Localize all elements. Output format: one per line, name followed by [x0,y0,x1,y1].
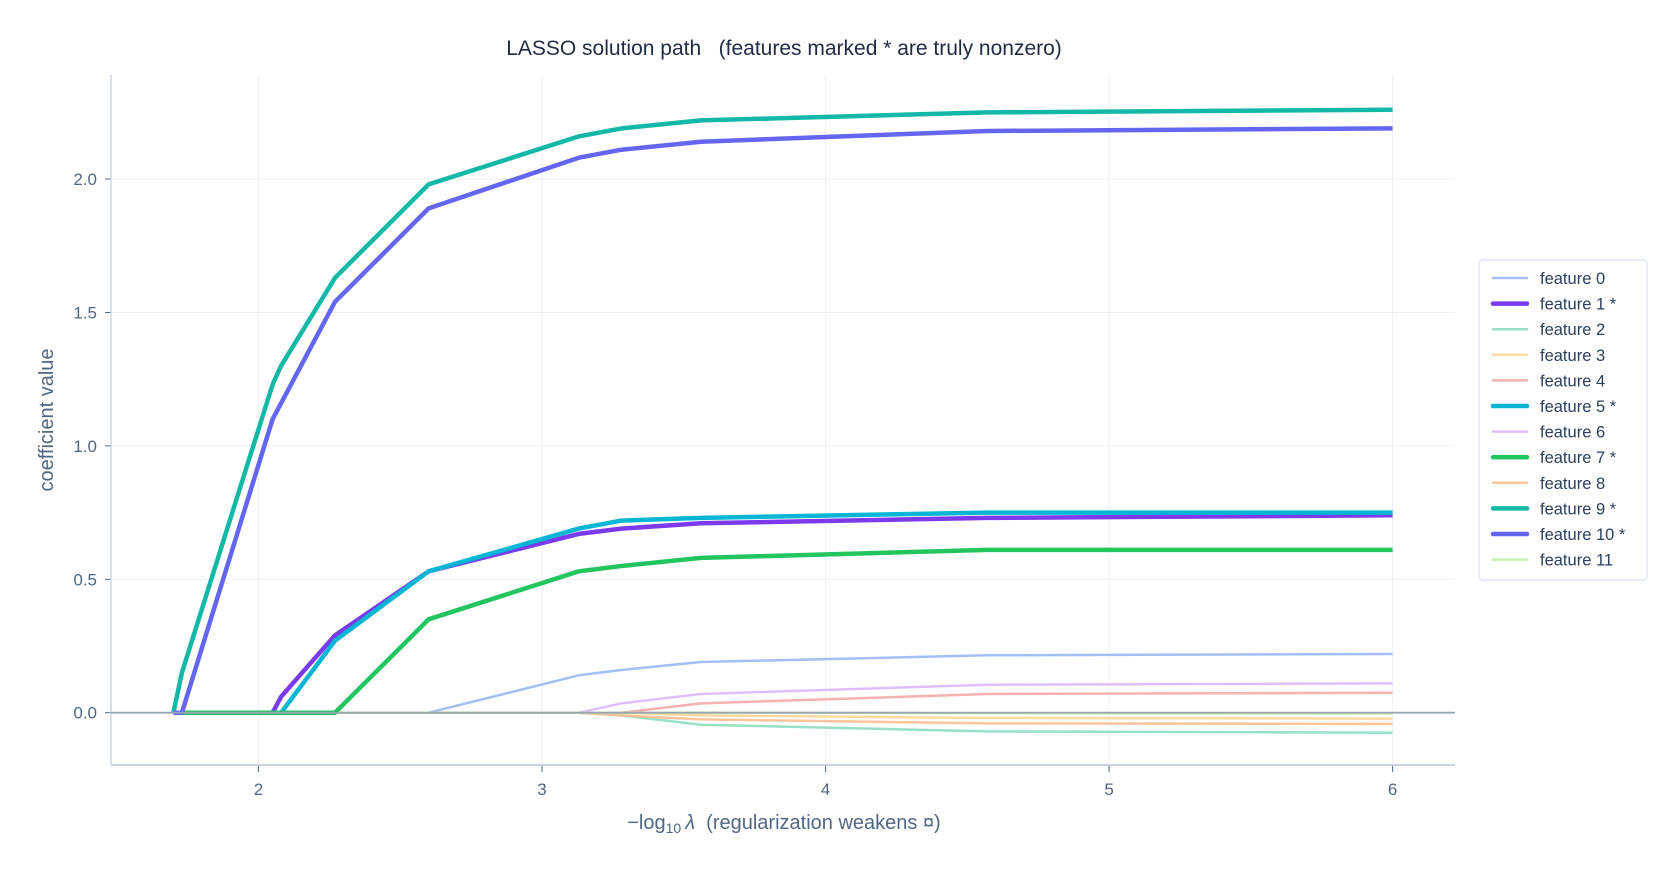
x-tick-label: 2 [254,780,263,799]
legend-label: feature 6 [1540,424,1605,442]
y-tick-label: 0.0 [73,704,97,723]
series-line-feature-5 [173,510,1393,715]
legend-label: feature 1 * [1540,296,1617,314]
legend-label: feature 7 * [1540,449,1617,467]
x-label-prefix: −log [627,812,665,834]
x-tick-label: 4 [821,780,830,799]
legend-label: feature 8 [1540,475,1605,493]
x-tick-label: 3 [537,780,546,799]
series-line-feature-9 [171,107,1393,714]
legend-label: feature 11 [1540,552,1613,570]
legend-label: feature 10 * [1540,526,1626,544]
x-axis-label: −log10 λ (regularization weakens ¤) [627,812,940,836]
legend-label: feature 2 [1540,321,1605,339]
y-tick-label: 0.5 [73,570,97,589]
y-tick-label: 1.0 [73,437,97,456]
legend-label: feature 4 [1540,372,1605,390]
legend-label: feature 5 * [1540,398,1617,416]
series-lines [171,107,1393,734]
series-line-feature-10 [173,126,1393,715]
x-label-suffix: (regularization weakens ¤) [695,812,941,834]
x-label-sub: 10 [666,820,682,836]
chart-title: LASSO solution path (features marked * a… [506,37,1062,60]
series-line-feature-4 [173,691,1393,714]
x-tick-label: 6 [1388,780,1397,799]
legend: feature 0 feature 1 * feature 2 feature 3 fe… [1478,259,1648,581]
legend-label: feature 3 [1540,347,1605,365]
series-line-feature-6 [173,682,1393,714]
y-axis-label: coefficient value [36,348,58,491]
series-line-feature-7 [173,547,1393,715]
x-label-symbol: λ [684,812,695,834]
gridlines [111,75,1455,765]
x-tick-label: 5 [1104,780,1113,799]
axes: 2 3 4 5 6 0.0 0.5 1.0 1.5 2.0 [73,75,1455,799]
legend-label: feature 9 * [1540,500,1617,518]
y-tick-label: 2.0 [73,170,97,189]
y-tick-label: 1.5 [73,303,97,322]
legend-label: feature 0 [1540,270,1605,288]
